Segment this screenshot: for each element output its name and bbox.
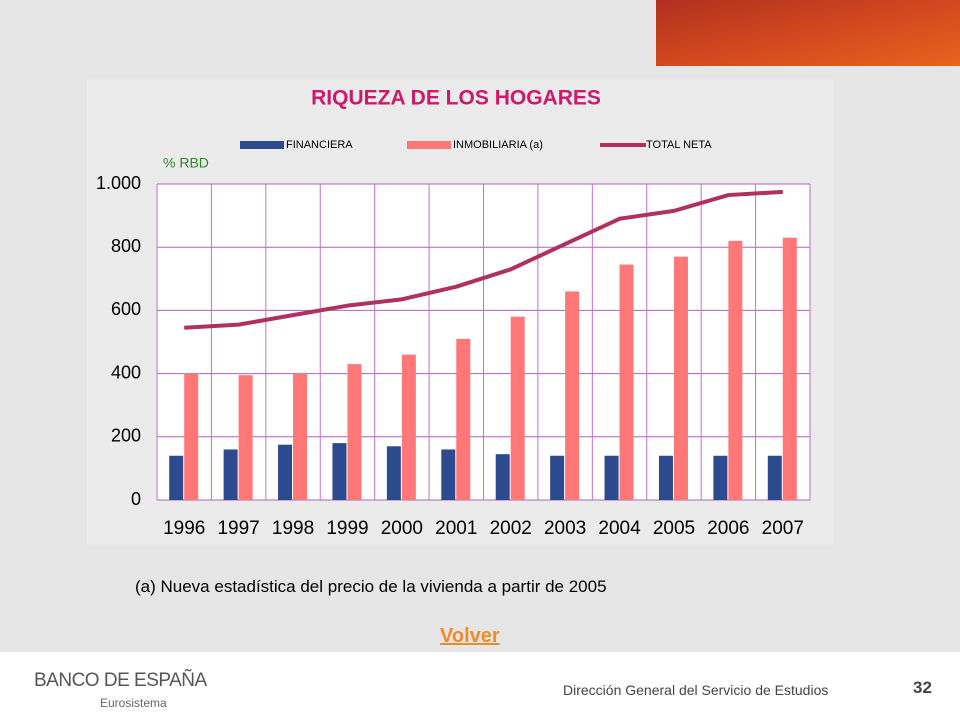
back-link[interactable]: Volver <box>440 625 500 647</box>
y-tick-label: 0 <box>131 489 141 509</box>
y-tick-label: 1.000 <box>96 173 141 193</box>
bar <box>223 449 238 500</box>
bar <box>278 444 293 500</box>
x-tick-label: 2005 <box>653 518 695 539</box>
bar <box>456 338 471 500</box>
bar <box>495 454 510 500</box>
x-tick-label: 2007 <box>762 518 804 539</box>
bar <box>401 354 416 500</box>
department: Dirección General del Servicio de Estudi… <box>563 682 829 698</box>
bar <box>441 449 456 500</box>
x-tick-label: 1999 <box>326 518 368 539</box>
decoration <box>656 0 960 66</box>
logo-sub: Eurosistema <box>100 696 167 710</box>
logo: BANCO DE ESPAÑA <box>34 670 207 691</box>
x-tick-label: 2004 <box>598 518 641 539</box>
bar <box>673 256 688 500</box>
bar <box>347 364 362 500</box>
legend-swatch <box>407 141 451 149</box>
bar <box>782 237 797 500</box>
bar <box>184 373 199 500</box>
bar <box>565 291 580 500</box>
y-tick-label: 200 <box>111 426 141 446</box>
legend-swatch <box>240 141 284 149</box>
bar <box>767 455 782 500</box>
bar <box>169 455 184 500</box>
bar <box>658 455 673 500</box>
line <box>184 189 783 330</box>
y-tick-label: 400 <box>111 362 141 382</box>
bar <box>604 455 619 500</box>
bar <box>238 375 253 500</box>
bar <box>510 316 525 500</box>
legend-label: INMOBILIARIA (a) <box>453 139 543 151</box>
footnote: (a) Nueva estadística del precio de la v… <box>135 577 607 596</box>
bar <box>332 443 347 500</box>
x-tick-label: 2006 <box>707 518 749 539</box>
page-number: 32 <box>913 678 932 697</box>
x-tick-label: 1998 <box>272 518 314 539</box>
bar <box>728 240 743 500</box>
x-tick-label: 1997 <box>217 518 259 539</box>
footer: BANCO DE ESPAÑA Eurosistema Dirección Ge… <box>0 652 960 720</box>
bar <box>293 373 308 500</box>
y-tick-label: 800 <box>111 236 141 256</box>
x-tick-label: 2001 <box>435 518 477 539</box>
x-tick-label: 2000 <box>381 518 423 539</box>
x-tick-label: 2003 <box>544 518 586 539</box>
x-tick-label: 1996 <box>163 518 205 539</box>
y-unit: % RBD <box>163 155 209 171</box>
legend-label: TOTAL NETA <box>646 139 712 151</box>
bar <box>386 446 401 500</box>
bar <box>713 455 728 500</box>
chart: RIQUEZA DE LOS HOGARES % RBD 0 200 400 600 8… <box>95 0 960 540</box>
x-tick-label: 2002 <box>490 518 532 539</box>
bar <box>619 264 634 500</box>
legend-label: FINANCIERA <box>286 139 353 151</box>
chart-title: RIQUEZA DE LOS HOGARES <box>311 87 601 110</box>
y-tick-label: 600 <box>111 299 141 319</box>
bar <box>550 455 565 500</box>
